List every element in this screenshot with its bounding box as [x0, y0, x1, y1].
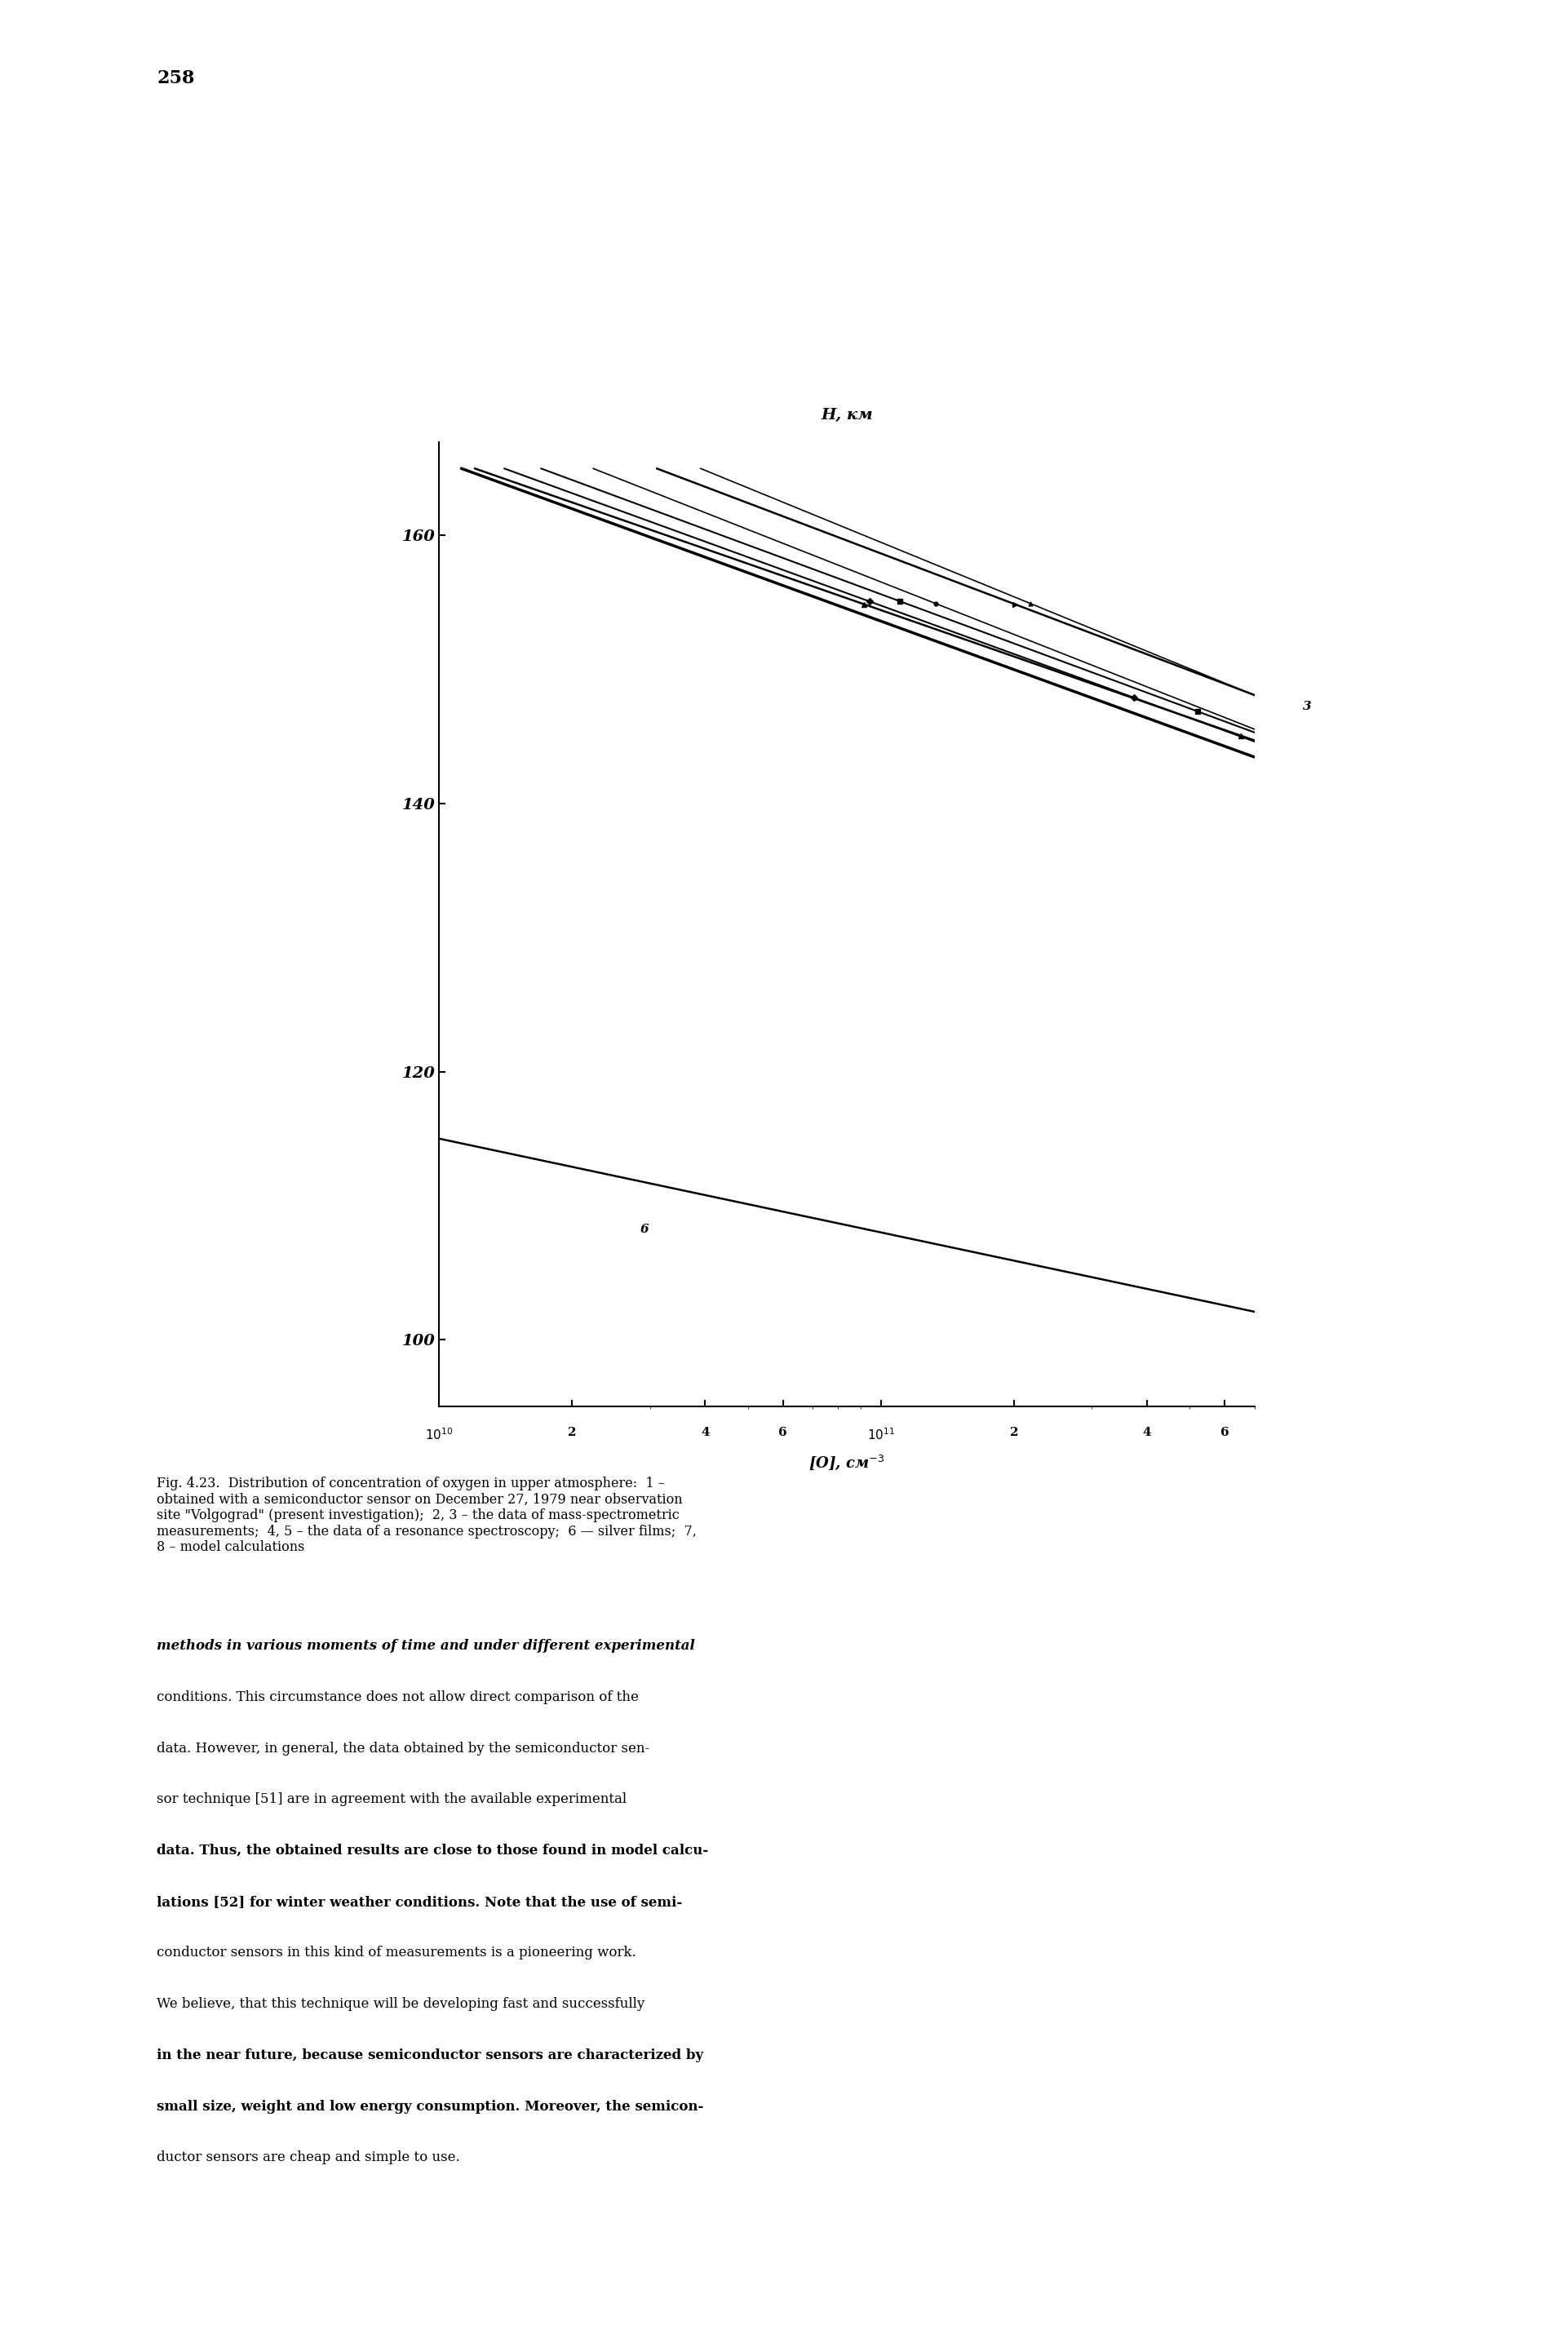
Text: $10^{11}$: $10^{11}$: [867, 1428, 895, 1441]
Text: 2: 2: [1010, 1428, 1018, 1439]
Text: conductor sensors in this kind of measurements is a pioneering work.: conductor sensors in this kind of measur…: [157, 1946, 637, 1960]
Text: We believe, that this technique will be developing fast and successfully: We believe, that this technique will be …: [157, 1997, 644, 2011]
Text: 2: 2: [568, 1428, 577, 1439]
Text: methods in various moments of time and under different experimental: methods in various moments of time and u…: [157, 1639, 695, 1653]
Text: 3: 3: [1303, 700, 1311, 711]
Text: $10^{10}$: $10^{10}$: [425, 1428, 453, 1441]
Text: 6: 6: [1220, 1428, 1229, 1439]
Text: 4: 4: [701, 1428, 709, 1439]
Text: in the near future, because semiconductor sensors are characterized by: in the near future, because semiconducto…: [157, 2048, 704, 2062]
Text: data. Thus, the obtained results are close to those found in model calcu-: data. Thus, the obtained results are clo…: [157, 1844, 709, 1858]
Text: lations [52] for winter weather conditions. Note that the use of semi-: lations [52] for winter weather conditio…: [157, 1895, 682, 1909]
Text: sor technique [51] are in agreement with the available experimental: sor technique [51] are in agreement with…: [157, 1793, 627, 1807]
Text: 6: 6: [779, 1428, 787, 1439]
Text: 4: 4: [1143, 1428, 1151, 1439]
Text: 258: 258: [157, 70, 194, 88]
Text: Fig. 4.23.  Distribution of concentration of oxygen in upper atmosphere:  1 –
ob: Fig. 4.23. Distribution of concentration…: [157, 1476, 696, 1553]
Text: H, км: H, км: [820, 407, 873, 423]
Text: conditions. This circumstance does not allow direct comparison of the: conditions. This circumstance does not a…: [157, 1690, 638, 1704]
Text: data. However, in general, the data obtained by the semiconductor sen-: data. However, in general, the data obta…: [157, 1741, 649, 1755]
Text: small size, weight and low energy consumption. Moreover, the semicon-: small size, weight and low energy consum…: [157, 2099, 704, 2113]
Text: [O], см$^{-3}$: [O], см$^{-3}$: [809, 1453, 884, 1472]
Text: ductor sensors are cheap and simple to use.: ductor sensors are cheap and simple to u…: [157, 2151, 459, 2165]
Text: 6: 6: [640, 1223, 649, 1235]
